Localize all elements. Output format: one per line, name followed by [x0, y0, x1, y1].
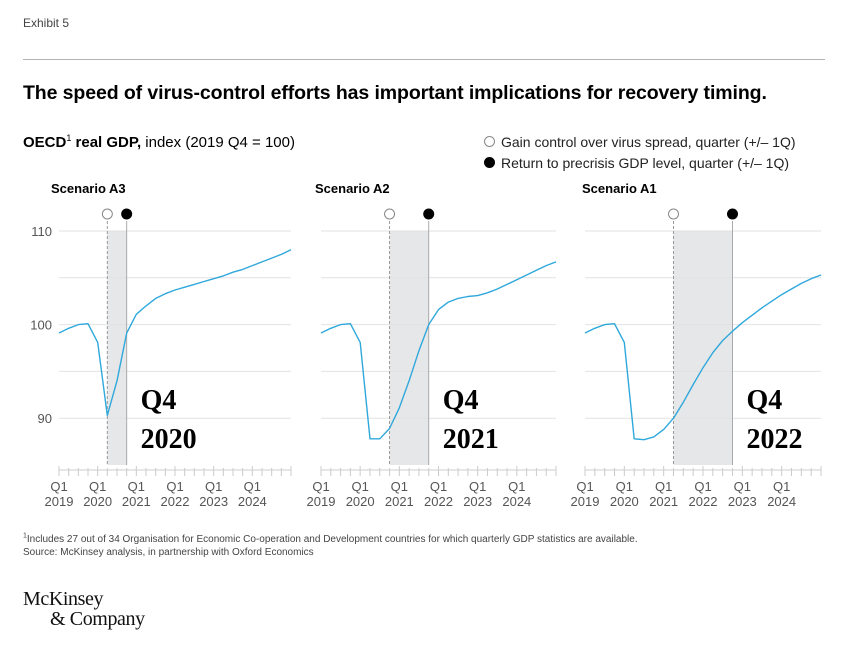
- x-tick-label-quarter: Q1: [616, 479, 633, 494]
- open-circle-icon: [484, 136, 495, 147]
- filled-circle-icon: [484, 157, 495, 168]
- header-divider: [23, 59, 825, 60]
- filled-circle-icon: [423, 208, 435, 220]
- gdp-series-line: [584, 274, 822, 441]
- x-tick-label-year: 2023: [463, 494, 492, 509]
- x-tick-label-year: 2022: [161, 494, 190, 509]
- chart-scenario-a3: Scenario A390100110Q42020Q12019Q12020Q12…: [30, 181, 292, 509]
- x-tick-label-quarter: Q1: [508, 479, 525, 494]
- y-tick-label: 100: [30, 318, 52, 333]
- panel-title: Scenario A2: [315, 181, 390, 196]
- annotation-quarter: Q4: [747, 385, 783, 416]
- footnote-marker: 1: [23, 532, 27, 540]
- x-tick-label-year: 2021: [385, 494, 414, 509]
- chart-subtitle: OECD1 real GDP, index (2019 Q4 = 100): [23, 133, 295, 152]
- x-tick-label-quarter: Q1: [694, 479, 711, 494]
- x-tick-label-year: 2024: [502, 494, 531, 509]
- x-tick-label-year: 2019: [571, 494, 600, 509]
- x-tick-label-year: 2021: [122, 494, 151, 509]
- x-tick-label-quarter: Q1: [734, 479, 751, 494]
- open-circle-icon: [101, 208, 113, 220]
- x-tick-label-year: 2023: [728, 494, 757, 509]
- open-circle-icon: [384, 208, 396, 220]
- x-tick-label-quarter: Q1: [351, 479, 368, 494]
- exhibit-label: Exhibit 5: [23, 16, 70, 30]
- x-tick-label-quarter: Q1: [244, 479, 261, 494]
- source-note: Source: McKinsey analysis, in partnershi…: [23, 547, 314, 558]
- open-circle-icon: [668, 208, 679, 220]
- x-tick-label-year: 2022: [424, 494, 453, 509]
- x-tick-label-year: 2024: [767, 494, 796, 509]
- footnote-ref: 1: [66, 133, 72, 143]
- chart-title: The speed of virus-control efforts has i…: [23, 82, 767, 104]
- recovery-window-band: [673, 231, 733, 465]
- x-tick-label-year: 2020: [83, 494, 112, 509]
- annotation-year: 2022: [747, 424, 803, 455]
- legend-label: Gain control over virus spread, quarter …: [501, 133, 796, 150]
- x-tick-label-quarter: Q1: [166, 479, 183, 494]
- x-tick-label-quarter: Q1: [773, 479, 790, 494]
- recovery-window-band: [107, 231, 127, 465]
- subtitle-bold-2: real GDP,: [71, 134, 142, 151]
- x-tick-label-year: 2023: [199, 494, 228, 509]
- x-tick-label-quarter: Q1: [89, 479, 106, 494]
- panel-title: Scenario A3: [51, 181, 126, 196]
- x-tick-label-quarter: Q1: [469, 479, 486, 494]
- legend-label: Return to precrisis GDP level, quarter (…: [501, 154, 790, 171]
- footnote-note: 1Includes 27 out of 34 Organisation for …: [23, 533, 638, 546]
- annotation-year: 2021: [443, 424, 499, 455]
- footnote-text: Includes 27 out of 34 Organisation for E…: [26, 534, 638, 545]
- mckinsey-logo: McKinsey & Company: [23, 589, 145, 629]
- subtitle-bold: OECD: [23, 134, 67, 151]
- legend: Gain control over virus spread, quarter …: [484, 131, 796, 173]
- chart-scenario-a2: Scenario A2Q42021Q12019Q12020Q12021Q1202…: [307, 181, 557, 509]
- x-tick-label-year: 2020: [610, 494, 639, 509]
- x-tick-label-year: 2022: [689, 494, 718, 509]
- logo-line-2: & Company: [50, 608, 145, 630]
- chart-scenario-a1: Scenario A1Q42022Q12019Q12020Q12021Q1202…: [571, 181, 822, 509]
- x-tick-label-quarter: Q1: [576, 479, 593, 494]
- x-tick-label-year: 2019: [307, 494, 336, 509]
- x-tick-label-quarter: Q1: [205, 479, 222, 494]
- subtitle-regular: index (2019 Q4 = 100): [141, 134, 295, 151]
- annotation-quarter: Q4: [141, 385, 177, 416]
- y-tick-label: 90: [38, 411, 52, 426]
- x-tick-label-quarter: Q1: [312, 479, 329, 494]
- x-tick-label-year: 2019: [45, 494, 74, 509]
- footnote: 1Includes 27 out of 34 Organisation for …: [23, 533, 638, 559]
- x-tick-label-year: 2024: [238, 494, 267, 509]
- x-tick-label-quarter: Q1: [50, 479, 67, 494]
- x-tick-label-quarter: Q1: [391, 479, 408, 494]
- annotation-quarter: Q4: [443, 385, 479, 416]
- panel-title: Scenario A1: [582, 181, 657, 196]
- x-tick-label-quarter: Q1: [128, 479, 145, 494]
- x-tick-label-quarter: Q1: [430, 479, 447, 494]
- legend-item-return-precrisis: Return to precrisis GDP level, quarter (…: [484, 152, 796, 173]
- filled-circle-icon: [121, 208, 133, 220]
- filled-circle-icon: [727, 208, 738, 220]
- x-tick-label-quarter: Q1: [655, 479, 672, 494]
- x-tick-label-year: 2021: [649, 494, 678, 509]
- gdp-series-line: [320, 261, 557, 440]
- annotation-year: 2020: [141, 424, 197, 455]
- logo-line-1: McKinsey: [23, 588, 104, 610]
- legend-item-gain-control: Gain control over virus spread, quarter …: [484, 131, 796, 152]
- charts-panel: Scenario A390100110Q42020Q12019Q12020Q12…: [30, 181, 822, 509]
- x-tick-label-year: 2020: [346, 494, 375, 509]
- recovery-window-band: [389, 231, 429, 465]
- y-tick-label: 110: [31, 224, 52, 239]
- gdp-series-line: [58, 249, 292, 417]
